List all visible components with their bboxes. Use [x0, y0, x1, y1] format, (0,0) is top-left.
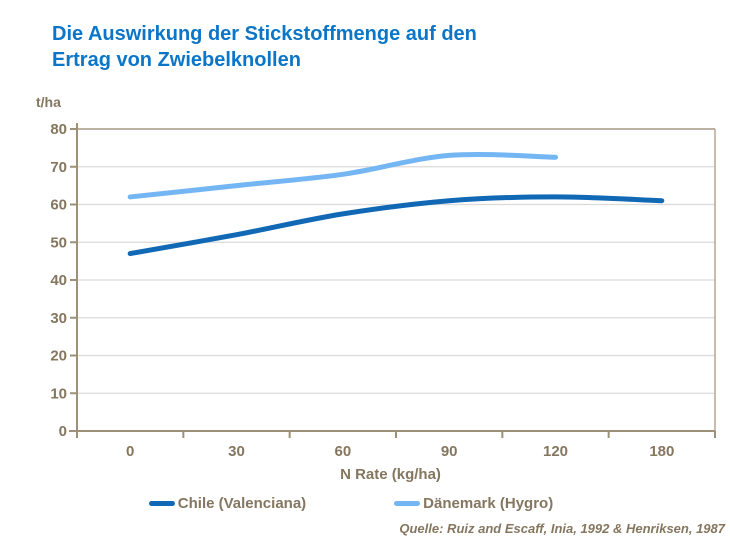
chart-title-line1: Die Auswirkung der Stickstoffmenge auf d…: [52, 23, 477, 45]
legend-label-chile: Chile (Valenciana): [177, 495, 307, 512]
legend: Chile (Valenciana) Dänemark (Hygro): [0, 495, 716, 512]
x-axis-label: 0: [126, 443, 134, 460]
legend-item-daenemark: Dänemark (Hygro): [394, 495, 553, 512]
x-axis-label: 120: [543, 443, 568, 460]
legend-label-daenemark: Dänemark (Hygro): [423, 495, 554, 512]
legend-swatch-daenemark: [394, 501, 421, 506]
x-axis-label: 90: [441, 443, 458, 460]
y-axis-label: 30: [50, 310, 67, 327]
series-line-1: [127, 151, 558, 200]
y-axis-label: 70: [50, 159, 67, 176]
y-axis-label: 60: [50, 197, 67, 214]
chart-title-line2: Ertrag von Zwiebelknollen: [52, 49, 301, 71]
y-axis-label: 80: [50, 121, 67, 138]
chart-title: Die Auswirkung der Stickstoffmenge auf d…: [52, 21, 652, 73]
y-axis-label: 50: [50, 234, 67, 251]
y-axis-label: 20: [50, 348, 67, 365]
legend-swatch-chile: [148, 501, 175, 506]
x-axis-label: 60: [334, 443, 351, 460]
x-axis-label: 30: [228, 443, 245, 460]
series-line-0: [127, 194, 665, 257]
y-axis-label: 0: [59, 423, 67, 440]
x-axis-title: N Rate (kg/ha): [340, 466, 441, 483]
y-axis-label: 40: [50, 272, 67, 289]
y-axis-unit-label: t/ha: [36, 94, 61, 110]
source-note: Quelle: Ruiz and Escaff, Inia, 1992 & He…: [399, 521, 725, 536]
y-axis-label: 10: [50, 385, 67, 402]
x-axis-label: 180: [649, 443, 674, 460]
legend-item-chile: Chile (Valenciana): [148, 495, 307, 512]
